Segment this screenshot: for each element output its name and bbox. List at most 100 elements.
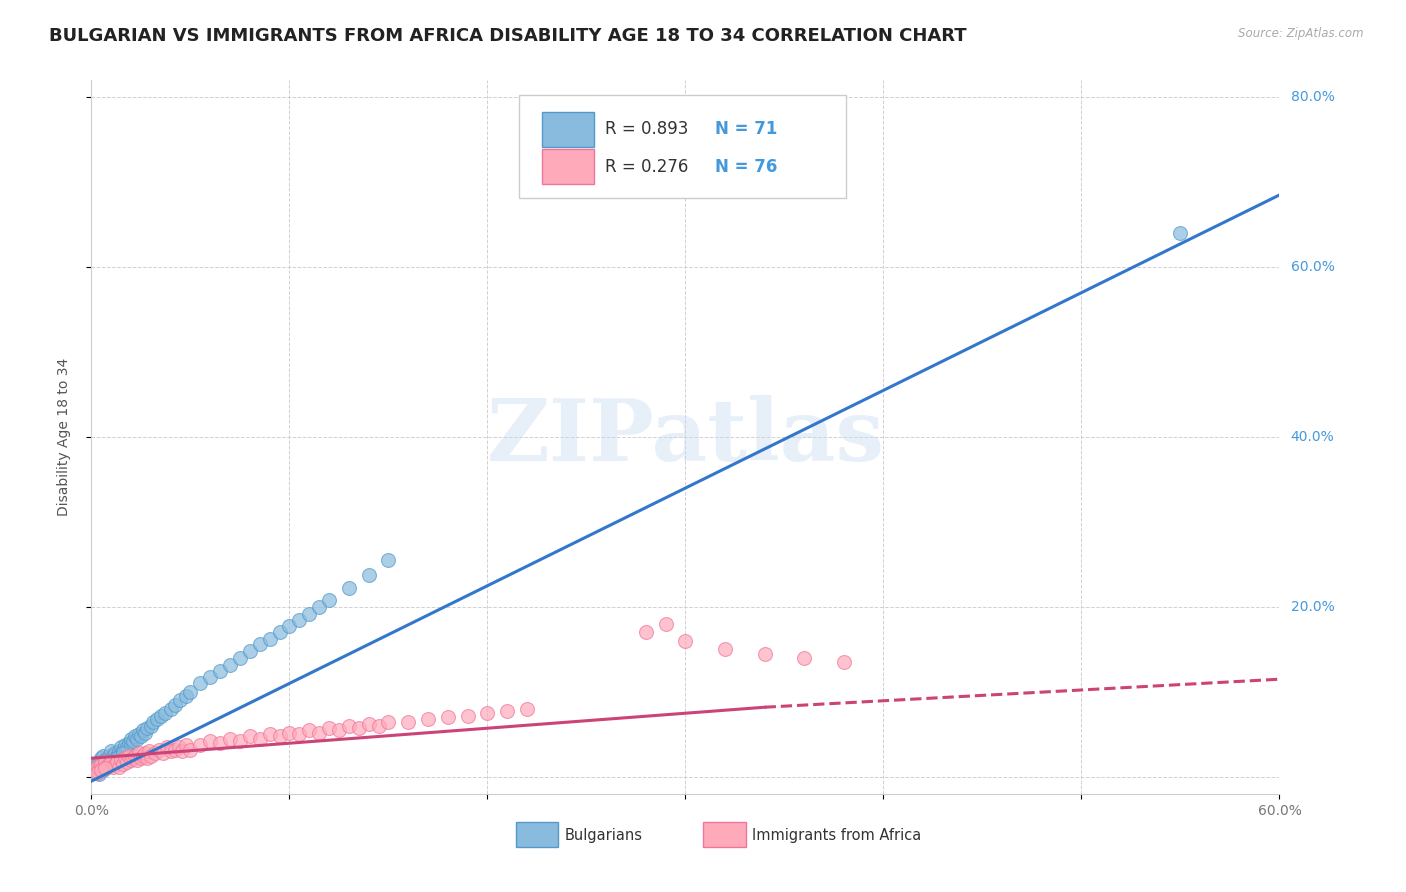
Point [714, 642, 737, 657]
Text: N = 76: N = 76 [716, 159, 778, 177]
Point [98, 755, 121, 769]
Point [172, 744, 194, 758]
Point [120, 738, 142, 752]
Point [367, 719, 389, 733]
Point [298, 607, 321, 621]
Point [156, 740, 179, 755]
Point [104, 751, 127, 765]
Point [94, 761, 117, 775]
Point [91, 748, 114, 763]
Point [135, 721, 157, 735]
Text: R = 0.276: R = 0.276 [605, 159, 688, 177]
Point [377, 553, 399, 567]
Point [209, 664, 232, 678]
Point [112, 742, 135, 756]
Y-axis label: Disability Age 18 to 34: Disability Age 18 to 34 [56, 358, 70, 516]
Point [139, 719, 162, 733]
Text: 40.0%: 40.0% [1291, 430, 1334, 444]
Point [129, 729, 152, 743]
Point [89, 761, 111, 775]
Point [249, 731, 271, 746]
Point [159, 702, 181, 716]
Point [347, 721, 370, 735]
Point [229, 734, 252, 748]
Point [100, 753, 122, 767]
Point [148, 742, 170, 756]
Text: ZIPatlas: ZIPatlas [486, 395, 884, 479]
Point [1170, 226, 1192, 240]
Point [104, 746, 127, 760]
Point [101, 760, 124, 774]
Point [219, 657, 242, 672]
Point [125, 731, 148, 746]
Point [153, 706, 176, 721]
Point [239, 644, 262, 658]
Point [163, 698, 186, 712]
Point [128, 746, 150, 760]
Point [188, 738, 211, 752]
Point [128, 727, 150, 741]
Point [120, 731, 142, 746]
Text: 20.0%: 20.0% [1291, 600, 1334, 614]
Point [278, 618, 301, 632]
Point [122, 751, 145, 765]
Point [169, 693, 191, 707]
FancyBboxPatch shape [519, 95, 846, 198]
Point [110, 746, 132, 760]
Point [100, 755, 122, 769]
Point [105, 748, 128, 763]
Point [135, 751, 157, 765]
Point [110, 753, 132, 767]
Point [86, 765, 108, 780]
Point [176, 738, 198, 752]
Point [134, 725, 156, 739]
Point [101, 748, 124, 763]
Point [318, 593, 340, 607]
Point [416, 712, 439, 726]
Point [94, 760, 117, 774]
Text: 60.0%: 60.0% [1291, 260, 1334, 274]
Point [96, 760, 118, 774]
Text: R = 0.893: R = 0.893 [605, 120, 688, 137]
Point [167, 740, 190, 755]
Point [152, 746, 174, 760]
Point [308, 599, 330, 614]
Point [112, 757, 135, 772]
Point [239, 729, 262, 743]
Point [98, 756, 121, 771]
Point [278, 725, 301, 739]
Point [122, 734, 145, 748]
Point [84, 763, 107, 777]
Point [298, 723, 321, 738]
Point [673, 634, 696, 648]
Point [114, 751, 136, 765]
Point [145, 712, 167, 726]
Point [436, 710, 458, 724]
Point [108, 744, 131, 758]
Point [259, 727, 281, 741]
Point [89, 767, 111, 781]
Point [134, 746, 156, 760]
Point [337, 582, 360, 596]
Point [337, 719, 360, 733]
Point [91, 761, 114, 775]
FancyBboxPatch shape [541, 150, 593, 185]
Point [90, 751, 112, 765]
Point [159, 744, 181, 758]
Point [90, 763, 112, 777]
Point [138, 744, 160, 758]
Point [219, 731, 242, 746]
Point [396, 714, 419, 729]
Point [516, 702, 538, 716]
Point [120, 753, 142, 767]
Point [90, 757, 112, 772]
Point [357, 567, 380, 582]
Point [377, 714, 399, 729]
Point [308, 725, 330, 739]
Point [754, 647, 776, 661]
Point [229, 651, 252, 665]
Point [94, 761, 117, 775]
Point [114, 738, 136, 752]
Point [318, 721, 340, 735]
Point [132, 748, 155, 763]
